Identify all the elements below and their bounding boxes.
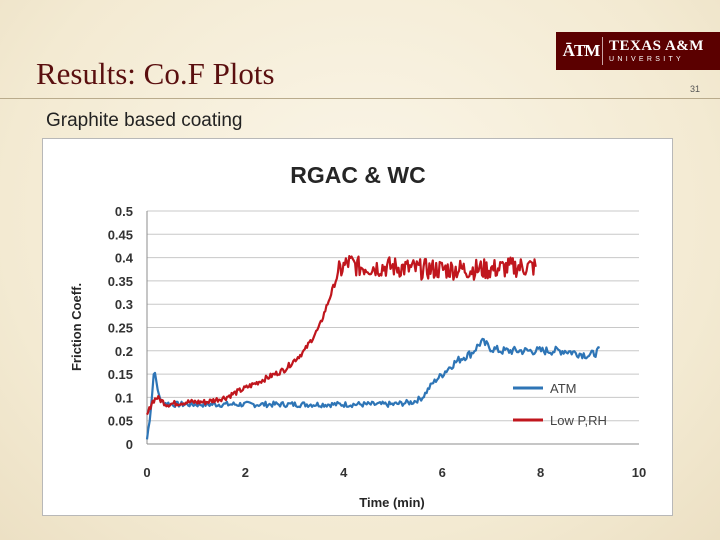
logo-separator <box>602 37 603 65</box>
y-axis-label: Friction Coeff. <box>69 283 84 371</box>
x-tick-label: 8 <box>537 465 544 480</box>
atm-logo-mark: ĀTM <box>562 41 601 60</box>
logo-name: TEXAS A&M <box>609 38 704 54</box>
x-tick-label: 4 <box>340 465 348 480</box>
chart-container: RGAC & WC 0 0.05 0.1 0.15 0.2 0.25 0.3 0.35 0.4 0… <box>42 138 673 516</box>
y-tick-labels: 0 0.05 0.1 0.15 0.2 0.25 0.3 0.35 0.4 0.45 0.5 <box>108 204 134 452</box>
y-tick-label: 0.5 <box>115 204 133 219</box>
y-tick-label: 0.25 <box>108 321 133 336</box>
y-tick-label: 0.05 <box>108 414 133 429</box>
logo-text: TEXAS A&M UNIVERSITY <box>609 38 704 64</box>
x-tick-label: 6 <box>439 465 446 480</box>
x-tick-label: 2 <box>242 465 249 480</box>
friction-chart: RGAC & WC 00.050.10.150.20.250.30.350.40… <box>69 162 646 510</box>
series-line-low-p-rh <box>146 255 537 416</box>
x-tick-label: 0 <box>143 465 150 480</box>
y-tick-label: 0.4 <box>115 251 134 266</box>
x-tick-labels: 0 2 4 6 8 10 <box>143 465 646 480</box>
legend-label: ATM <box>550 381 576 396</box>
y-tick-label: 0.2 <box>115 344 133 359</box>
y-tick-label: 0.1 <box>115 390 133 405</box>
slide-title: Results: Co.F Plots <box>36 56 275 91</box>
x-axis-label: Time (min) <box>359 495 425 510</box>
series-line-atm <box>145 337 601 440</box>
title-divider <box>0 98 720 99</box>
y-tick-label: 0.3 <box>115 297 133 312</box>
series-lines <box>145 255 601 440</box>
y-tick-label: 0.45 <box>108 227 133 242</box>
legend: ATM Low P,RH <box>513 381 607 428</box>
y-tick-label: 0.35 <box>108 274 133 289</box>
legend-label: Low P,RH <box>550 413 607 428</box>
chart-title: RGAC & WC <box>290 162 425 188</box>
gridlines <box>146 210 639 445</box>
logo-subtitle: UNIVERSITY <box>609 56 685 63</box>
x-tick-label: 10 <box>632 465 646 480</box>
page-number: 31 <box>690 84 701 94</box>
y-tick-label: 0.15 <box>108 367 133 382</box>
slide-subtitle: Graphite based coating <box>46 110 243 131</box>
y-tick-label: 0 <box>126 437 133 452</box>
university-logo: ĀTM TEXAS A&M UNIVERSITY <box>556 32 720 70</box>
